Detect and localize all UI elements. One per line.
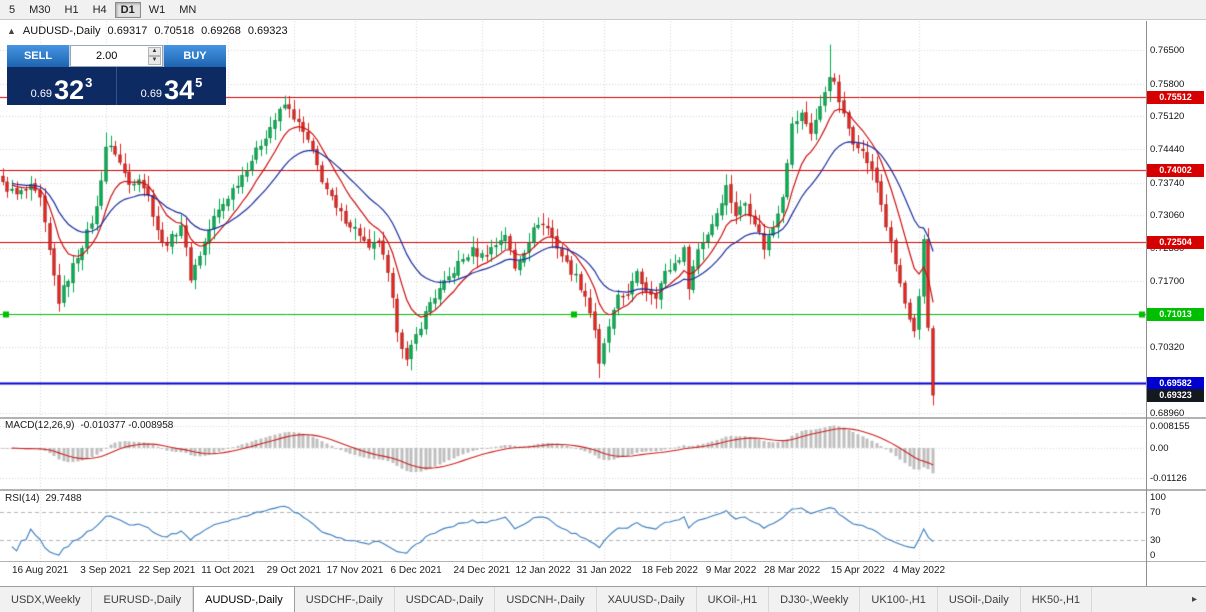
price-tick-label: 0.75120 <box>1150 111 1185 123</box>
oct-controls-row: SELL ▲ ▼ BUY <box>7 45 226 67</box>
date-tick-label: 4 May 2022 <box>892 565 946 576</box>
oct-price-display: 0.69 32 3 0.69 34 5 <box>7 67 226 105</box>
price-tick-label: 0.73740 <box>1150 177 1185 189</box>
price-level-tag: 0.75512 <box>1147 91 1204 105</box>
buy-price-pips: 34 <box>164 75 195 105</box>
one-click-trading-panel: SELL ▲ ▼ BUY 0.69 32 3 0.69 34 5 <box>7 45 226 105</box>
chart-tab-eurusd[interactable]: EURUSD-,Daily <box>92 587 194 612</box>
pane-splitter[interactable] <box>0 417 1206 419</box>
price-level-tag: 0.69582 <box>1147 376 1204 390</box>
chart-tab-usdchf[interactable]: USDCHF-,Daily <box>295 587 395 612</box>
date-tick-label: 31 Jan 2022 <box>576 565 632 576</box>
period-button-d1[interactable]: D1 <box>114 1 141 18</box>
period-button-m30[interactable]: M30 <box>29 3 51 16</box>
buy-button[interactable]: BUY <box>164 45 226 67</box>
chart-canvas[interactable] <box>0 21 1146 561</box>
sell-price-base: 0.69 <box>30 88 53 100</box>
price-tick-label: 0.75800 <box>1150 78 1185 90</box>
buy-price-point: 5 <box>195 75 203 90</box>
period-button-5[interactable]: 5 <box>9 3 16 16</box>
volume-up-button[interactable]: ▲ <box>148 47 161 56</box>
chart-tab-audusd[interactable]: AUDUSD-,Daily <box>193 587 295 612</box>
sell-price-point: 3 <box>85 75 93 90</box>
price-level-tag: 0.69323 <box>1147 389 1204 403</box>
price-level-tag: 0.74002 <box>1147 164 1204 178</box>
chart-tab-usdcnh[interactable]: USDCNH-,Daily <box>495 587 597 612</box>
volume-input[interactable] <box>73 46 141 66</box>
rsi-label: RSI(14) 29.7488 <box>5 493 82 504</box>
chart-tab-usdx[interactable]: USDX,Weekly <box>0 587 93 612</box>
period-button-w1[interactable]: W1 <box>148 3 166 16</box>
period-button-h4[interactable]: H4 <box>92 3 107 16</box>
price-tick-label: 0.68960 <box>1150 407 1185 419</box>
sell-price-pips: 32 <box>54 75 85 105</box>
volume-spinner: ▲ ▼ <box>70 45 163 67</box>
buy-price-base: 0.69 <box>140 88 163 100</box>
date-tick-label: 22 Sep 2021 <box>138 565 196 576</box>
ohlc-close: 0.69323 <box>247 25 288 37</box>
date-tick-label: 16 Aug 2021 <box>12 565 69 576</box>
macd-tick-label: 0.008155 <box>1150 420 1190 432</box>
price-tick-label: 0.70320 <box>1150 342 1185 354</box>
timeframe-toolbar: 5 M30 H1 H4 D1 W1 MN <box>0 0 1206 20</box>
date-tick-label: 3 Sep 2021 <box>80 565 132 576</box>
chart-tab-usdcad[interactable]: USDCAD-,Daily <box>395 587 496 612</box>
chart-tab-xauusd[interactable]: XAUUSD-,Daily <box>597 587 697 612</box>
chart-tab-ukoil[interactable]: UKOil-,H1 <box>697 587 770 612</box>
oct-collapse-icon[interactable]: ▲ <box>7 26 16 36</box>
price-tick-label: 0.73060 <box>1150 210 1185 222</box>
date-tick-label: 17 Nov 2021 <box>326 565 384 576</box>
date-axis-line <box>0 561 1206 562</box>
price-level-tag: 0.72504 <box>1147 236 1204 250</box>
chart-tab-uk100[interactable]: UK100-,H1 <box>860 587 938 612</box>
period-button-h1[interactable]: H1 <box>64 3 79 16</box>
date-tick-label: 6 Dec 2021 <box>390 565 442 576</box>
sell-price[interactable]: 0.69 32 3 <box>7 67 116 105</box>
rsi-tick-label: 30 <box>1150 535 1161 546</box>
chart-symbol: AUDUSD-,Daily <box>22 25 101 37</box>
macd-title: MACD(12,26,9) <box>5 420 75 431</box>
rsi-tick-label: 100 <box>1150 492 1166 503</box>
ohlc-high: 0.70518 <box>154 25 195 37</box>
date-tick-label: 12 Jan 2022 <box>515 565 571 576</box>
chart-title: ▲ AUDUSD-,Daily 0.69317 0.70518 0.69268 … <box>7 25 288 37</box>
price-tick-label: 0.76500 <box>1150 44 1185 56</box>
date-tick-label: 11 Oct 2021 <box>201 565 255 576</box>
date-tick-label: 9 Mar 2022 <box>705 565 757 576</box>
sell-button[interactable]: SELL <box>7 45 69 67</box>
rsi-tick-label: 0 <box>1150 550 1156 561</box>
rsi-title: RSI(14) <box>5 493 40 504</box>
price-tick-label: 0.74440 <box>1150 143 1185 155</box>
ohlc-open: 0.69317 <box>107 25 148 37</box>
axis-separator <box>1146 21 1147 586</box>
date-tick-label: 29 Oct 2021 <box>266 565 322 576</box>
price-tick-label: 0.71700 <box>1150 275 1185 287</box>
buy-price[interactable]: 0.69 34 5 <box>116 67 226 105</box>
macd-label: MACD(12,26,9) -0.010377 -0.008958 <box>5 420 173 431</box>
tab-scroll-right-icon[interactable]: ▸ <box>1191 594 1197 605</box>
chart-tab-bar: USDX,Weekly EURUSD-,Daily AUDUSD-,Daily USD… <box>0 586 1206 612</box>
date-tick-label: 15 Apr 2022 <box>830 565 885 576</box>
date-tick-label: 28 Mar 2022 <box>764 565 821 576</box>
macd-values: -0.010377 -0.008958 <box>80 420 174 431</box>
ohlc-low: 0.69268 <box>201 25 241 37</box>
chart-tab-hk50[interactable]: HK50-,H1 <box>1021 587 1093 612</box>
volume-down-button[interactable]: ▼ <box>148 56 161 65</box>
macd-tick-label: -0.01126 <box>1150 473 1187 485</box>
date-tick-label: 18 Feb 2022 <box>641 565 698 576</box>
date-tick-label: 24 Dec 2021 <box>453 565 511 576</box>
rsi-tick-label: 70 <box>1150 507 1161 518</box>
rsi-value: 29.7488 <box>45 493 82 504</box>
pane-splitter[interactable] <box>0 489 1206 491</box>
chart-tab-usoil[interactable]: USOil-,Daily <box>938 587 1021 612</box>
chart-tab-dj30[interactable]: DJ30-,Weekly <box>769 587 861 612</box>
period-button-mn[interactable]: MN <box>179 3 197 16</box>
price-level-tag: 0.71013 <box>1147 307 1204 321</box>
macd-tick-label: 0.00 <box>1150 442 1169 454</box>
